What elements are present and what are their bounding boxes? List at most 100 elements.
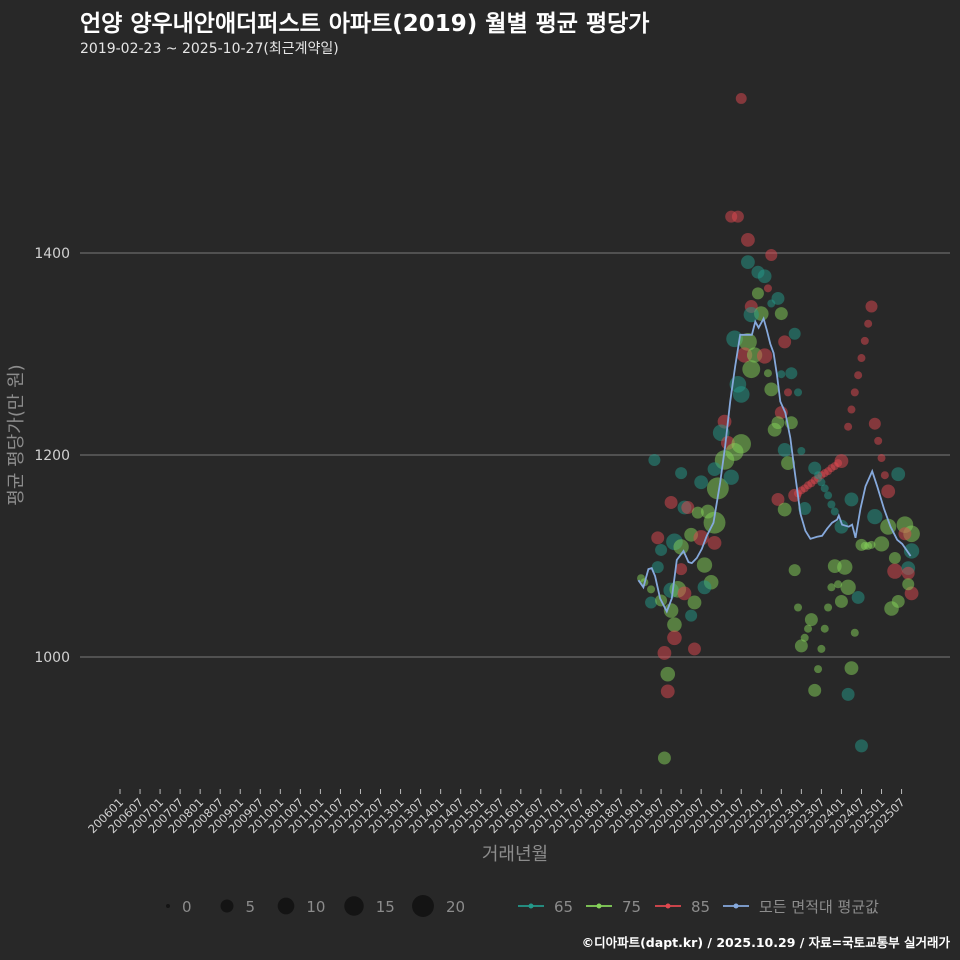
data-point-85	[847, 405, 856, 414]
data-point-85	[756, 348, 773, 364]
data-point-65	[830, 507, 839, 516]
data-point-75	[751, 287, 764, 300]
data-point-65	[844, 492, 859, 507]
data-point-75	[834, 594, 848, 608]
data-point-65	[827, 500, 836, 509]
data-point-65	[903, 543, 920, 559]
data-point-65	[851, 590, 865, 604]
color-legend-label: 모든 면적대 평균값	[759, 898, 879, 916]
data-point-65	[814, 471, 823, 480]
data-point-65	[757, 269, 772, 284]
data-point-85	[765, 249, 778, 262]
data-point-75	[804, 624, 813, 633]
data-point-65	[867, 508, 883, 525]
data-point-75	[777, 502, 792, 517]
data-point-75	[837, 559, 853, 575]
data-point-75	[774, 307, 788, 321]
data-point-75	[663, 603, 679, 618]
data-point-75	[820, 624, 829, 633]
data-point-85	[675, 563, 688, 576]
data-point-85	[763, 284, 772, 293]
data-point-75	[888, 552, 901, 565]
data-point-85	[707, 535, 722, 550]
data-point-75	[850, 628, 859, 637]
data-point-75	[814, 665, 823, 674]
y-axis-label: 평균 평당가(만 원)	[6, 364, 27, 505]
data-point-75	[667, 617, 682, 632]
size-legend-label: 15	[376, 898, 395, 916]
data-point-85	[664, 495, 678, 509]
data-point-85	[778, 335, 792, 349]
size-legend-label: 5	[245, 898, 255, 916]
data-point-75	[844, 661, 859, 676]
data-point-85	[860, 336, 869, 345]
y-tick-label: 1000	[34, 650, 70, 666]
data-point-85	[865, 300, 878, 313]
data-point-65	[855, 739, 868, 753]
size-legend-dot	[412, 895, 434, 917]
color-legend-label: 75	[622, 898, 641, 916]
data-point-75	[706, 477, 729, 500]
data-point-75	[808, 683, 822, 697]
size-legend-dot	[277, 897, 295, 915]
data-point-65	[645, 596, 658, 609]
data-point-65	[697, 580, 712, 595]
data-point-65	[741, 255, 755, 269]
average-line	[637, 316, 912, 614]
data-point-65	[788, 327, 801, 340]
data-point-85	[741, 232, 755, 247]
data-point-85	[735, 93, 747, 104]
footer-credit: ©디아파트(dapt.kr) / 2025.10.29 / 자료=국토교통부 실…	[581, 935, 950, 950]
data-point-75	[764, 382, 779, 397]
data-point-75	[867, 540, 876, 549]
data-point-75	[742, 360, 761, 379]
data-point-85	[868, 417, 881, 430]
data-point-85	[688, 642, 701, 656]
color-legend-dot	[665, 903, 671, 909]
chart-title: 언양 양우내안애더퍼스트 아파트(2019) 월별 평균 평당가	[80, 11, 650, 37]
data-point-65	[694, 475, 709, 490]
data-point-75	[873, 536, 890, 552]
size-legend-label: 10	[306, 898, 325, 916]
data-point-85	[784, 388, 792, 397]
data-point-85	[681, 501, 695, 514]
data-point-75	[794, 639, 808, 653]
data-point-85	[854, 371, 863, 380]
data-point-75	[824, 603, 833, 612]
data-point-65	[648, 454, 661, 467]
data-point-85	[881, 484, 896, 499]
data-point-85	[771, 492, 785, 506]
data-point-85	[657, 646, 672, 660]
data-point-85	[857, 354, 866, 363]
data-point-85	[660, 684, 675, 699]
data-point-65	[723, 469, 739, 485]
data-point-85	[880, 471, 889, 480]
data-point-65	[655, 543, 668, 556]
data-point-75	[788, 564, 801, 577]
data-point-85	[834, 454, 849, 468]
y-tick-label: 1200	[34, 448, 70, 464]
data-point-65	[767, 299, 776, 308]
size-legend-dot	[166, 904, 170, 908]
size-legend-label: 0	[182, 898, 192, 916]
data-point-65	[797, 446, 806, 455]
data-point-75	[804, 613, 818, 627]
data-point-75	[771, 416, 785, 430]
size-legend-label: 20	[446, 898, 465, 916]
data-point-75	[738, 332, 757, 351]
data-point-65	[794, 388, 803, 397]
data-point-75	[696, 557, 713, 573]
data-point-85	[731, 210, 744, 223]
data-point-75	[657, 751, 671, 765]
data-point-65	[743, 306, 759, 323]
data-point-65	[891, 467, 906, 482]
data-point-65	[777, 443, 792, 457]
data-point-85	[877, 454, 886, 463]
size-legend-dot	[344, 896, 364, 916]
color-legend-dot	[733, 903, 739, 909]
data-point-65	[834, 519, 849, 534]
data-point-65	[685, 609, 698, 622]
data-point-65	[732, 386, 750, 403]
color-legend-dot	[596, 903, 602, 909]
